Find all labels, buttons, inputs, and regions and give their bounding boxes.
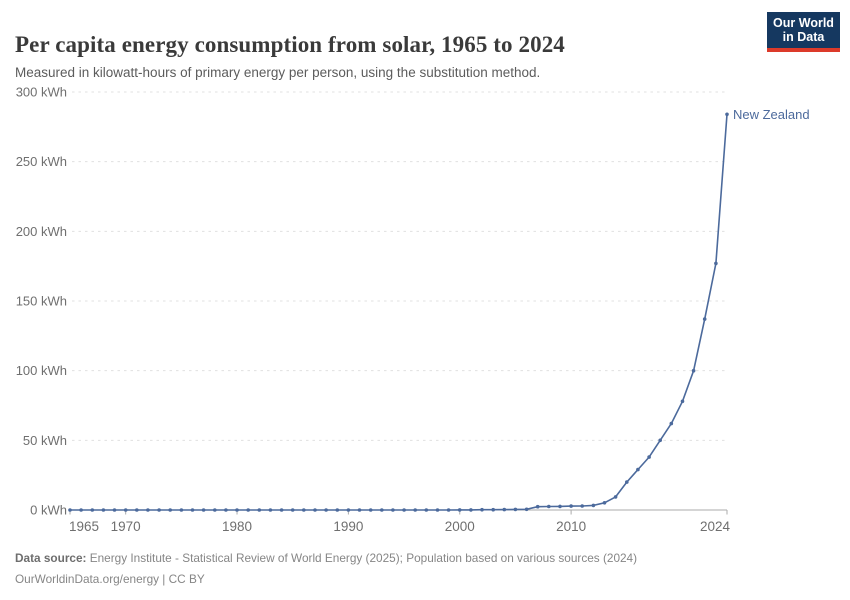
data-point[interactable] [123, 508, 128, 512]
data-point[interactable] [213, 508, 217, 512]
x-axis-tick-label: 2000 [445, 519, 475, 534]
data-point[interactable] [324, 508, 328, 512]
data-point[interactable] [469, 508, 473, 512]
series-line-new-zealand[interactable] [70, 114, 728, 511]
chart-footer: Data source: Energy Institute - Statisti… [15, 548, 637, 590]
data-point[interactable] [224, 508, 228, 512]
data-point[interactable] [402, 508, 406, 512]
data-point[interactable] [513, 507, 518, 512]
data-point[interactable] [157, 508, 161, 512]
data-point[interactable] [569, 504, 573, 508]
data-point[interactable] [714, 261, 718, 266]
data-point[interactable] [547, 504, 551, 509]
data-point[interactable] [591, 503, 596, 508]
data-point[interactable] [524, 507, 529, 512]
page-title: Per capita energy consumption from solar… [15, 32, 565, 58]
x-axis-tick-label: 1980 [222, 519, 252, 534]
data-point[interactable] [302, 508, 306, 512]
data-point[interactable] [101, 508, 106, 512]
data-point[interactable] [625, 480, 629, 484]
x-axis-tick-label: 2024 [700, 519, 731, 534]
data-point[interactable] [235, 508, 239, 512]
data-point[interactable] [135, 508, 139, 512]
data-point[interactable] [179, 508, 184, 512]
data-point[interactable] [580, 504, 584, 508]
x-axis-tick-label: 1970 [111, 519, 141, 534]
data-point[interactable] [268, 508, 273, 512]
data-point[interactable] [357, 508, 362, 512]
data-point[interactable] [279, 508, 284, 512]
data-point[interactable] [602, 501, 607, 505]
chart-subtitle: Measured in kilowatt-hours of primary en… [15, 64, 541, 80]
data-source-line: Data source: Energy Institute - Statisti… [15, 548, 637, 569]
data-point[interactable] [290, 508, 295, 512]
data-point[interactable] [68, 508, 72, 512]
data-point[interactable] [190, 508, 195, 512]
data-point[interactable] [413, 508, 418, 512]
data-point[interactable] [346, 508, 351, 512]
data-point[interactable] [112, 508, 117, 512]
data-point[interactable] [691, 368, 696, 373]
x-axis-tick-label: 2010 [556, 519, 586, 534]
data-point[interactable] [380, 508, 384, 512]
data-point[interactable] [702, 317, 707, 321]
data-point[interactable] [636, 467, 640, 472]
data-point[interactable] [535, 504, 540, 509]
data-point[interactable] [335, 508, 340, 512]
data-point[interactable] [424, 508, 429, 512]
owid-logo[interactable]: Our World in Data [767, 12, 840, 52]
y-axis-tick-label: 150 kWh [16, 294, 67, 309]
data-point[interactable] [491, 507, 496, 512]
y-axis-tick-label: 200 kWh [16, 224, 67, 239]
data-point[interactable] [680, 399, 685, 404]
data-point[interactable] [558, 504, 562, 509]
data-point[interactable] [480, 507, 484, 512]
y-axis-tick-label: 250 kWh [16, 154, 67, 169]
owid-logo-line1: Our World [773, 16, 834, 30]
line-chart: 0 kWh 50 kWh 100 kWh 150 kWh 200 kWh 250 kWh 3… [16, 85, 810, 535]
data-point[interactable] [257, 508, 262, 512]
x-axis-tick-label: 1965 [69, 519, 99, 534]
data-point[interactable] [669, 421, 674, 426]
y-axis-tick-label: 50 kWh [23, 433, 67, 448]
data-source-label: Data source: [15, 551, 87, 565]
series-label-new-zealand[interactable]: New Zealand [733, 107, 810, 122]
data-source-text: Energy Institute - Statistical Review of… [86, 551, 638, 565]
data-point[interactable] [658, 438, 662, 443]
data-point[interactable] [313, 508, 317, 512]
data-point[interactable] [168, 508, 172, 512]
y-axis-tick-label: 100 kWh [16, 363, 67, 378]
owid-logo-line2: in Data [782, 30, 825, 44]
data-point[interactable] [368, 508, 373, 512]
data-point[interactable] [725, 112, 729, 117]
data-point[interactable] [146, 508, 150, 512]
data-point[interactable] [201, 508, 206, 512]
data-point[interactable] [391, 508, 395, 512]
data-point[interactable] [502, 507, 507, 512]
data-point[interactable] [90, 508, 95, 512]
y-axis-tick-label: 300 kWh [16, 85, 67, 100]
y-axis-tick-label: 0 kWh [30, 503, 67, 518]
data-point[interactable] [79, 508, 83, 512]
data-point[interactable] [446, 508, 451, 512]
data-point[interactable] [457, 508, 462, 512]
data-point[interactable] [647, 455, 651, 459]
x-axis-tick-label: 1990 [333, 519, 363, 534]
license-line: OurWorldinData.org/energy | CC BY [15, 572, 205, 586]
data-point[interactable] [246, 508, 250, 512]
data-point[interactable] [435, 508, 440, 512]
data-point[interactable] [613, 495, 618, 499]
